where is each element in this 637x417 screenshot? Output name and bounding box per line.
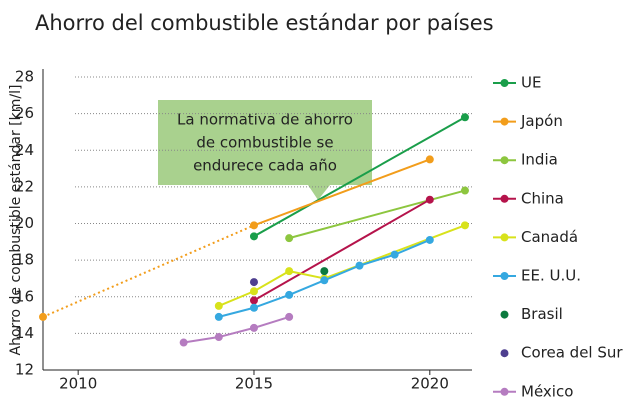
y-tick-label: 26	[15, 104, 34, 122]
y-tick-label: 16	[15, 287, 34, 305]
y-tick-label: 24	[15, 141, 34, 159]
y-tick-label: 12	[15, 361, 34, 379]
point	[249, 303, 258, 312]
x-tick-label: 2020	[411, 375, 449, 393]
y-tick-label: 28	[15, 68, 34, 86]
point	[249, 323, 258, 332]
legend-label: Corea del Sur	[521, 344, 623, 362]
series-line	[253, 158, 431, 227]
point	[320, 276, 329, 285]
point	[460, 221, 469, 230]
legend-label: India	[521, 151, 558, 169]
point	[285, 312, 294, 321]
series-line	[253, 270, 290, 293]
y-tick-label: 14	[15, 324, 34, 342]
series-line	[218, 290, 255, 307]
y-tick-label: 22	[15, 177, 34, 195]
point	[355, 261, 364, 270]
point	[425, 195, 434, 204]
y-tick-label: 18	[15, 251, 34, 269]
annotation-text: endurece cada año	[193, 157, 337, 175]
point	[285, 290, 294, 299]
point	[425, 235, 434, 244]
legend-label: EE. U.U.	[521, 267, 581, 285]
point	[390, 250, 399, 259]
y-axis-label: Ahorro de combustible estándar [km/l]	[8, 85, 24, 356]
series-line	[253, 198, 431, 302]
series-line	[288, 279, 325, 296]
series-line	[218, 326, 255, 339]
legend-label: UE	[521, 74, 541, 92]
legend-marker	[500, 233, 509, 242]
legend-marker	[500, 349, 509, 358]
point	[285, 234, 294, 243]
legend-label: China	[521, 189, 564, 207]
point	[214, 301, 223, 310]
point	[214, 333, 223, 342]
series-line	[253, 116, 466, 238]
series-line	[359, 253, 395, 267]
series-line	[183, 336, 219, 344]
legend-marker	[500, 387, 509, 396]
legend-label: México	[521, 382, 573, 400]
series-line	[218, 306, 255, 318]
legend-marker	[500, 194, 509, 203]
point	[179, 338, 188, 347]
legend-label: Canadá	[521, 228, 578, 246]
legend-label: Brasil	[521, 305, 563, 323]
series-line	[288, 189, 466, 240]
annotation-text: La normativa de ahorro	[177, 111, 353, 129]
series-line	[323, 264, 360, 282]
annotation-text: de combustible se	[196, 134, 333, 152]
legend-label: Japón	[520, 112, 563, 130]
series-line	[253, 315, 290, 329]
point	[320, 267, 329, 276]
legend-marker	[500, 310, 509, 319]
legend-marker	[500, 79, 509, 87]
series-line	[42, 224, 255, 318]
point	[249, 232, 258, 241]
x-tick-label: 2010	[59, 375, 97, 393]
legend-marker	[500, 117, 509, 126]
point	[249, 296, 258, 305]
series-line	[253, 293, 290, 309]
legend-marker	[500, 156, 509, 165]
point	[460, 113, 469, 122]
point	[39, 312, 47, 321]
point	[214, 312, 223, 321]
point	[249, 278, 258, 287]
x-tick-label: 2015	[235, 375, 273, 393]
point	[460, 186, 469, 195]
y-tick-label: 20	[15, 214, 34, 232]
point	[285, 267, 294, 276]
legend-marker	[500, 272, 509, 280]
series-line	[288, 270, 325, 280]
point	[249, 287, 258, 296]
chart-title: Ahorro del combustible estándar por país…	[35, 11, 494, 35]
series-line	[394, 239, 431, 256]
point	[249, 221, 258, 230]
point	[425, 155, 434, 164]
